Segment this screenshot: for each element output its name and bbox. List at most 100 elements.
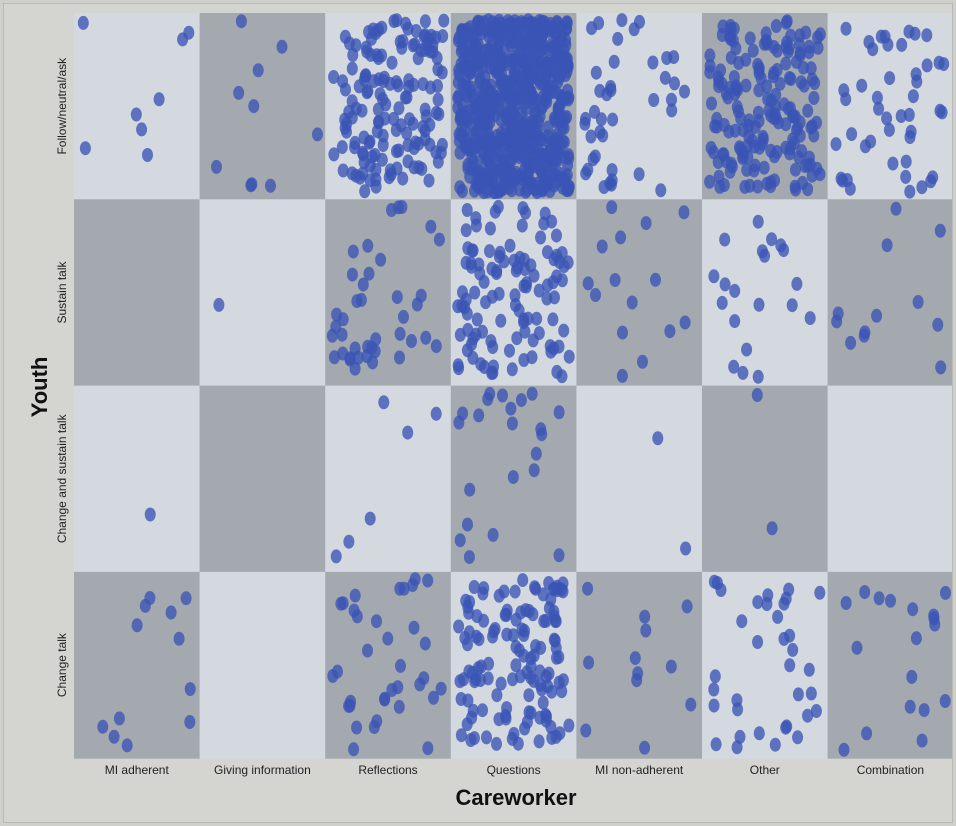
point bbox=[398, 309, 409, 324]
point bbox=[737, 365, 749, 380]
point bbox=[498, 254, 510, 269]
point bbox=[655, 183, 667, 198]
point bbox=[800, 25, 812, 40]
point bbox=[554, 97, 566, 112]
point bbox=[895, 109, 907, 124]
point bbox=[344, 36, 355, 51]
point bbox=[495, 113, 507, 128]
point bbox=[153, 92, 165, 107]
point bbox=[589, 104, 600, 119]
point bbox=[464, 482, 476, 497]
point bbox=[784, 658, 796, 673]
point bbox=[830, 137, 842, 152]
point bbox=[785, 28, 797, 43]
point bbox=[597, 128, 609, 143]
point bbox=[462, 599, 474, 614]
point bbox=[358, 72, 370, 87]
point bbox=[616, 368, 628, 383]
point bbox=[507, 470, 519, 485]
point bbox=[786, 298, 798, 313]
point bbox=[780, 720, 792, 735]
point bbox=[547, 275, 559, 290]
point bbox=[911, 74, 923, 89]
point bbox=[436, 137, 448, 152]
point bbox=[423, 173, 435, 188]
point bbox=[835, 171, 847, 186]
point bbox=[753, 726, 765, 741]
cell-1-5 bbox=[702, 199, 829, 387]
point bbox=[517, 82, 529, 97]
point bbox=[346, 166, 358, 181]
point bbox=[491, 736, 502, 751]
point bbox=[433, 232, 445, 247]
point bbox=[906, 669, 918, 684]
point bbox=[551, 228, 562, 243]
cell-3-4 bbox=[576, 571, 703, 759]
point bbox=[838, 742, 850, 757]
point bbox=[343, 534, 355, 549]
point bbox=[418, 671, 430, 686]
point bbox=[469, 285, 481, 300]
point bbox=[766, 232, 778, 247]
point bbox=[375, 252, 387, 267]
point bbox=[490, 185, 502, 199]
y-tick-label: Follow/neutral/ask bbox=[55, 57, 69, 155]
point bbox=[909, 26, 921, 41]
point bbox=[535, 163, 547, 178]
point bbox=[885, 593, 896, 608]
point bbox=[501, 701, 513, 716]
point bbox=[491, 264, 503, 279]
point bbox=[728, 359, 740, 374]
point bbox=[483, 53, 494, 68]
point bbox=[459, 105, 471, 120]
point bbox=[454, 674, 466, 689]
point bbox=[616, 13, 628, 28]
cell-1-1 bbox=[199, 199, 326, 387]
point bbox=[939, 694, 951, 708]
point bbox=[601, 87, 613, 102]
point bbox=[419, 14, 431, 29]
point bbox=[362, 643, 373, 658]
point bbox=[422, 573, 434, 588]
point bbox=[462, 517, 473, 532]
point bbox=[483, 29, 495, 44]
point bbox=[357, 166, 369, 181]
point bbox=[504, 343, 515, 358]
point bbox=[771, 43, 783, 58]
point bbox=[704, 65, 716, 80]
point bbox=[531, 311, 543, 326]
point bbox=[719, 277, 731, 292]
point bbox=[918, 703, 930, 718]
point bbox=[551, 364, 563, 379]
point bbox=[883, 122, 895, 137]
point bbox=[921, 58, 933, 73]
point bbox=[407, 578, 419, 592]
point bbox=[526, 386, 538, 401]
point bbox=[709, 669, 721, 684]
point bbox=[493, 712, 505, 727]
point bbox=[404, 112, 415, 127]
point bbox=[912, 295, 924, 309]
point bbox=[417, 120, 429, 134]
point bbox=[388, 14, 400, 29]
point bbox=[468, 580, 480, 594]
point bbox=[462, 637, 473, 652]
point bbox=[517, 573, 529, 588]
point bbox=[729, 283, 741, 298]
point bbox=[419, 43, 431, 57]
point bbox=[165, 605, 177, 620]
point bbox=[452, 75, 464, 90]
point bbox=[704, 174, 716, 189]
point bbox=[728, 70, 740, 85]
point bbox=[802, 103, 814, 118]
point bbox=[335, 596, 347, 611]
point bbox=[511, 331, 523, 346]
point bbox=[543, 54, 555, 69]
point bbox=[583, 655, 595, 670]
point bbox=[753, 297, 765, 312]
point bbox=[759, 248, 771, 263]
point bbox=[406, 334, 417, 348]
point bbox=[368, 720, 380, 734]
point bbox=[647, 55, 659, 70]
point bbox=[518, 315, 530, 330]
